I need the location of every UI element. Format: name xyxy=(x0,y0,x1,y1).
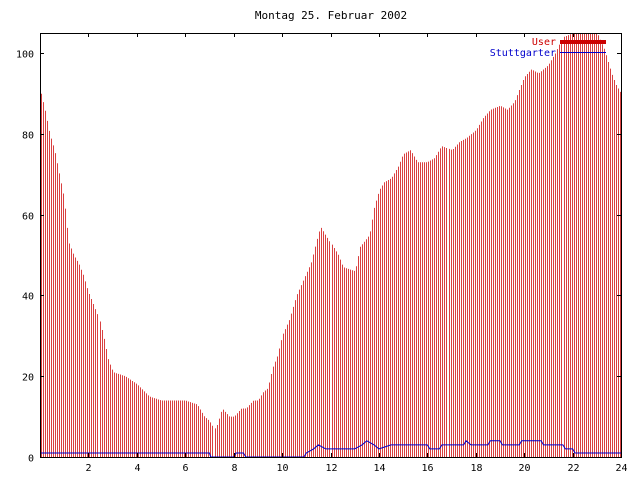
legend-label-user: User xyxy=(532,37,556,48)
x-tick-label: 22 xyxy=(567,463,579,474)
legend-label-stuttgarter: Stuttgarter xyxy=(490,48,556,59)
x-tick-label: 14 xyxy=(373,463,385,474)
x-tick-label: 2 xyxy=(85,463,91,474)
x-tick-label: 4 xyxy=(134,463,140,474)
x-tick-label: 24 xyxy=(615,463,627,474)
y-tick-label: 0 xyxy=(28,454,34,465)
x-tick-label: 16 xyxy=(421,463,433,474)
bars-layer xyxy=(41,33,621,457)
x-tick-label: 10 xyxy=(276,463,288,474)
legend-swatch-user xyxy=(560,40,606,44)
x-tick-label: 8 xyxy=(231,463,237,474)
y-tick-label: 80 xyxy=(22,131,34,142)
y-tick-label: 40 xyxy=(22,292,34,303)
x-tick-label: 18 xyxy=(470,463,482,474)
legend: User Stuttgarter xyxy=(490,37,606,59)
y-tick-label: 20 xyxy=(22,373,34,384)
x-tick-label: 12 xyxy=(325,463,337,474)
x-tick-label: 6 xyxy=(182,463,188,474)
x-tick-label: 20 xyxy=(518,463,530,474)
chart-title: Montag 25. Februar 2002 xyxy=(255,9,407,22)
y-tick-label: 60 xyxy=(22,212,34,223)
y-tick-label: 100 xyxy=(16,50,34,61)
